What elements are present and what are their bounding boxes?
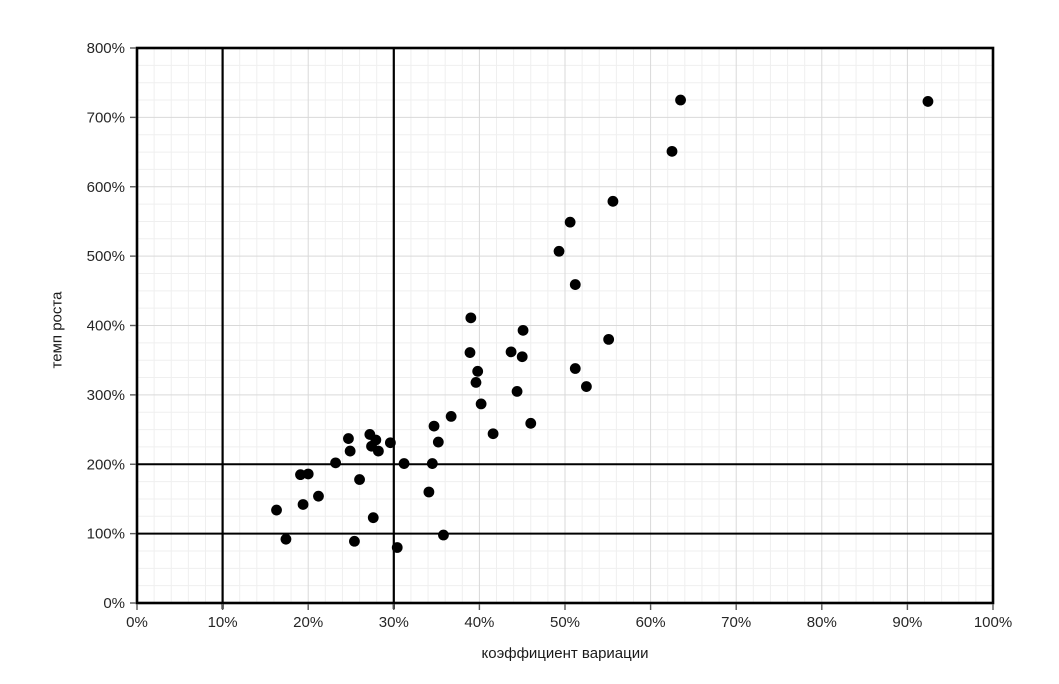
data-point (445, 410, 457, 422)
y-axis-title-text: темп роста (48, 291, 66, 369)
x-tick-label: 70% (721, 614, 751, 631)
data-point (426, 458, 438, 469)
data-point (607, 195, 619, 207)
y-tick-label: 500% (87, 248, 125, 265)
y-tick-label: 600% (87, 179, 125, 196)
data-point (487, 428, 499, 440)
x-tick-label: 10% (208, 614, 238, 631)
data-point (569, 363, 581, 374)
data-point (398, 458, 410, 469)
data-point (564, 216, 576, 228)
y-tick-label: 100% (87, 526, 125, 543)
data-point (553, 245, 565, 257)
data-point (372, 445, 384, 457)
x-tick-label: 80% (807, 614, 837, 631)
data-point (470, 376, 482, 388)
x-tick-label: 50% (550, 614, 580, 631)
data-point (428, 420, 440, 432)
data-point (391, 542, 403, 553)
data-point (432, 436, 444, 448)
data-point (464, 347, 476, 358)
data-point (344, 445, 356, 457)
data-point (465, 312, 477, 324)
data-point (472, 365, 484, 377)
data-point (367, 512, 379, 524)
data-point (384, 437, 396, 449)
data-point (525, 417, 537, 429)
x-axis-title: коэффициент вариации (481, 645, 649, 662)
data-point (313, 490, 324, 502)
y-tick-label: 400% (87, 318, 125, 335)
y-tick-label: 700% (87, 109, 125, 126)
data-point (297, 499, 309, 510)
x-tick-label: 0% (126, 614, 148, 631)
x-tick-label: 30% (379, 614, 409, 631)
data-point (516, 351, 528, 363)
data-point (505, 346, 517, 358)
x-tick-label: 90% (892, 614, 922, 631)
y-tick-label: 0% (103, 595, 125, 612)
y-tick-label: 200% (87, 456, 125, 473)
y-tick-label: 300% (87, 387, 125, 404)
x-tick-label: 40% (464, 614, 494, 631)
x-tick-label: 60% (636, 614, 666, 631)
data-point (343, 433, 354, 444)
data-point (603, 333, 615, 345)
data-point (675, 94, 686, 106)
data-point (511, 386, 523, 397)
data-point (423, 486, 435, 498)
data-point (271, 504, 282, 516)
x-tick-label: 20% (293, 614, 323, 631)
data-point (354, 474, 365, 485)
data-point (517, 324, 529, 336)
x-tick-label: 100% (974, 614, 1012, 631)
data-point (922, 96, 934, 107)
data-point (302, 468, 314, 480)
data-point (438, 529, 449, 541)
data-point (475, 398, 487, 410)
data-point (330, 457, 341, 469)
data-point (581, 381, 592, 392)
data-point (666, 145, 678, 157)
y-tick-label: 800% (87, 40, 125, 57)
data-point (280, 533, 292, 545)
plot-border (135, 46, 995, 605)
data-point (569, 279, 581, 290)
data-point (349, 535, 360, 547)
